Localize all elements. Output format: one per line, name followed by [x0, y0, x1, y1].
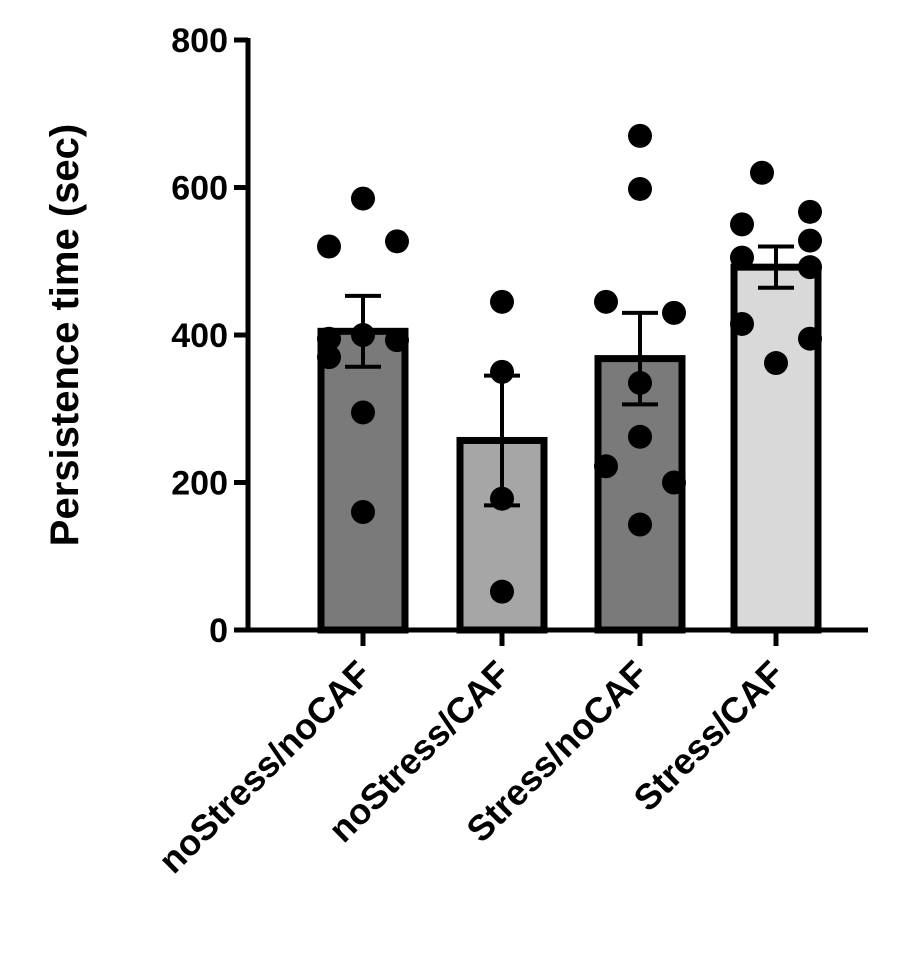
data-point-2-4 [628, 370, 652, 395]
y-axis-title: Persistence time (sec) [43, 124, 87, 546]
data-point-2-6 [594, 454, 618, 479]
points-layer [317, 123, 822, 604]
data-point-2-7 [662, 470, 686, 495]
data-point-2-8 [628, 512, 652, 537]
data-point-2-5 [628, 424, 652, 449]
data-point-3-1 [730, 212, 754, 237]
x-tick-label-0: noStress/noCAF [150, 653, 378, 881]
data-point-0-2 [385, 229, 409, 254]
data-point-3-4 [730, 245, 754, 270]
error-bars-layer [345, 244, 794, 508]
y-tick-label-0: 0 [209, 612, 228, 650]
data-point-0-6 [317, 345, 341, 370]
data-point-0-7 [351, 400, 375, 425]
data-point-1-1 [490, 359, 514, 384]
y-tick-label-3: 600 [171, 170, 228, 208]
data-point-3-5 [798, 255, 822, 280]
y-tick-label-1: 200 [171, 465, 228, 503]
data-point-3-6 [730, 311, 754, 336]
data-point-2-2 [594, 289, 618, 314]
data-point-0-4 [317, 326, 341, 351]
data-point-0-8 [351, 500, 375, 524]
y-tick-label-4: 800 [171, 22, 228, 60]
data-point-3-7 [798, 326, 822, 351]
y-tick-label-2: 400 [171, 317, 228, 355]
data-point-0-1 [317, 234, 341, 259]
bar-0 [317, 327, 409, 634]
data-point-0-0 [351, 186, 375, 211]
data-point-3-2 [798, 199, 822, 224]
data-point-2-0 [628, 123, 652, 148]
data-point-3-0 [750, 160, 774, 185]
ticks-layer: 0 200 400 600 800 [171, 22, 779, 650]
data-point-1-2 [490, 486, 514, 511]
data-point-3-8 [764, 351, 788, 376]
data-point-1-3 [490, 579, 514, 604]
data-point-2-1 [628, 176, 652, 201]
data-point-0-3 [351, 323, 375, 347]
data-point-1-0 [490, 289, 514, 314]
data-point-2-3 [662, 300, 686, 325]
data-point-3-3 [798, 228, 822, 253]
data-point-0-5 [385, 328, 409, 353]
labels-layer: noStress/noCAFnoStress/CAFStress/noCAFSt… [150, 653, 791, 881]
